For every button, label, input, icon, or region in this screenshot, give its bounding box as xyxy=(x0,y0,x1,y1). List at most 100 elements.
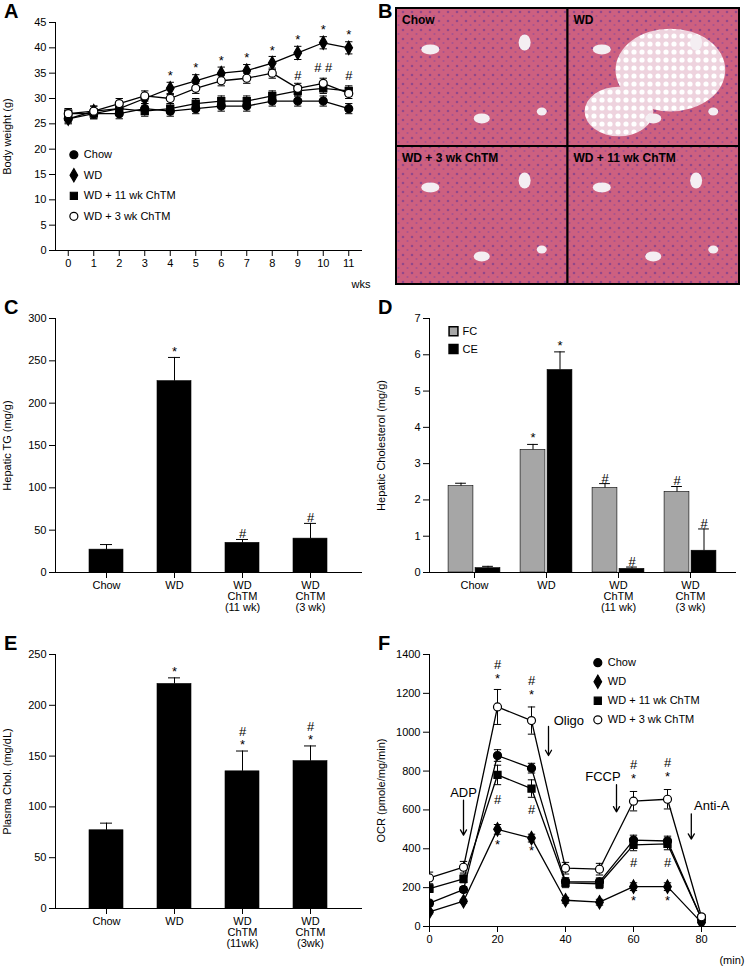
svg-text:WDChTM(11 wk): WDChTM(11 wk) xyxy=(601,579,636,613)
svg-text:WDChTM(3 wk): WDChTM(3 wk) xyxy=(296,579,326,613)
svg-text:*: * xyxy=(529,686,534,701)
svg-text:FC: FC xyxy=(463,325,478,337)
svg-text:Oligo: Oligo xyxy=(554,713,584,728)
svg-text:#: # xyxy=(630,855,638,870)
svg-text:*: * xyxy=(346,27,351,42)
svg-text:WD: WD xyxy=(574,13,594,27)
svg-text:40: 40 xyxy=(559,933,571,945)
svg-text:WD: WD xyxy=(537,579,555,591)
svg-text:1200: 1200 xyxy=(396,687,420,699)
svg-text:2: 2 xyxy=(414,493,420,505)
svg-text:ADP: ADP xyxy=(450,785,477,800)
svg-text:*: * xyxy=(193,60,198,75)
svg-text:*: * xyxy=(270,43,275,58)
svg-text:300: 300 xyxy=(28,312,46,324)
svg-text:25: 25 xyxy=(34,117,46,129)
svg-text:4: 4 xyxy=(414,421,420,433)
svg-text:*: * xyxy=(530,430,535,445)
svg-text:#*: #* xyxy=(307,719,315,747)
svg-text:9: 9 xyxy=(295,257,301,269)
svg-text:0: 0 xyxy=(40,902,46,914)
svg-text:Chow: Chow xyxy=(402,13,435,27)
svg-text:0: 0 xyxy=(65,257,71,269)
svg-text:200: 200 xyxy=(28,397,46,409)
svg-text:40: 40 xyxy=(34,41,46,53)
svg-text:0: 0 xyxy=(414,920,420,932)
svg-text:Chow: Chow xyxy=(92,915,120,927)
svg-text:wks: wks xyxy=(351,278,371,290)
svg-text:400: 400 xyxy=(402,842,420,854)
svg-text:#: # xyxy=(307,510,315,525)
svg-text:3: 3 xyxy=(142,257,148,269)
svg-text:100: 100 xyxy=(28,481,46,493)
svg-text:#: # xyxy=(294,68,302,83)
svg-text:10: 10 xyxy=(317,257,329,269)
svg-text:0: 0 xyxy=(426,933,432,945)
svg-text:3: 3 xyxy=(414,457,420,469)
svg-text:WDChTM(3wk): WDChTM(3wk) xyxy=(296,915,326,949)
svg-text:*: * xyxy=(665,893,670,908)
svg-text:50: 50 xyxy=(34,851,46,863)
svg-text:Plasma Chol. (mg/dL): Plasma Chol. (mg/dL) xyxy=(1,728,13,834)
svg-text:45: 45 xyxy=(34,16,46,28)
svg-text:*: * xyxy=(172,664,177,679)
svg-text:Body weight (g): Body weight (g) xyxy=(1,98,13,174)
svg-text:1000: 1000 xyxy=(396,726,420,738)
svg-text:*: * xyxy=(219,53,224,68)
svg-text:WD: WD xyxy=(608,675,626,687)
svg-text:*: * xyxy=(495,837,500,852)
svg-text:*: * xyxy=(529,843,534,858)
svg-text:WD + 3 wk ChTM: WD + 3 wk ChTM xyxy=(608,713,694,725)
svg-text:WD + 11 wk ChTM: WD + 11 wk ChTM xyxy=(608,694,700,706)
svg-text:0: 0 xyxy=(414,566,420,578)
svg-text:*: * xyxy=(557,338,562,353)
svg-text:WDChTM(3 wk): WDChTM(3 wk) xyxy=(676,579,706,613)
svg-text:2: 2 xyxy=(116,257,122,269)
svg-text:200: 200 xyxy=(28,699,46,711)
svg-text:200: 200 xyxy=(402,881,420,893)
svg-text:WD: WD xyxy=(84,169,102,181)
svg-text:#: # xyxy=(239,526,247,541)
svg-text:Anti-A: Anti-A xyxy=(694,798,730,813)
svg-text:50: 50 xyxy=(34,524,46,536)
svg-text:*: * xyxy=(295,32,300,47)
svg-text:WD: WD xyxy=(165,915,183,927)
svg-text:Hepatic TG (mg/g): Hepatic TG (mg/g) xyxy=(1,400,13,490)
svg-text:11: 11 xyxy=(343,257,354,269)
svg-text:80: 80 xyxy=(695,933,707,945)
svg-text:60: 60 xyxy=(627,933,639,945)
svg-text:100: 100 xyxy=(28,800,46,812)
svg-text:150: 150 xyxy=(28,439,46,451)
svg-text:0: 0 xyxy=(40,566,46,578)
svg-text:*: * xyxy=(172,344,177,359)
svg-text:30: 30 xyxy=(34,92,46,104)
svg-text:*: * xyxy=(168,68,173,83)
svg-text:1: 1 xyxy=(91,257,97,269)
svg-text:FCCP: FCCP xyxy=(585,769,620,784)
svg-text:250: 250 xyxy=(28,648,46,660)
svg-text:250: 250 xyxy=(28,354,46,366)
svg-text:5: 5 xyxy=(414,385,420,397)
svg-text:Hepatic Cholesterol (mg/g): Hepatic Cholesterol (mg/g) xyxy=(375,380,387,511)
svg-text:*: * xyxy=(631,771,636,786)
svg-text:#: # xyxy=(528,802,536,817)
svg-text:#: # xyxy=(628,554,636,569)
svg-text:WD + 3 wk ChTM: WD + 3 wk ChTM xyxy=(84,210,170,222)
svg-text:#: # xyxy=(345,68,353,83)
svg-text:OCR (pmole/mg/min): OCR (pmole/mg/min) xyxy=(375,739,387,843)
svg-text:20: 20 xyxy=(491,933,503,945)
svg-text:15: 15 xyxy=(34,168,46,180)
svg-text:800: 800 xyxy=(402,765,420,777)
svg-text:10: 10 xyxy=(34,193,46,205)
svg-text:Chow: Chow xyxy=(460,579,488,591)
svg-text:*: * xyxy=(631,893,636,908)
svg-text:WD: WD xyxy=(165,579,183,591)
svg-text:Chow: Chow xyxy=(84,148,112,160)
svg-text:20: 20 xyxy=(34,143,46,155)
svg-text:*: * xyxy=(321,22,326,37)
svg-text:600: 600 xyxy=(402,803,420,815)
svg-text:*: * xyxy=(665,769,670,784)
svg-text:WDChTM(11 wk): WDChTM(11 wk) xyxy=(225,579,260,613)
svg-text:5: 5 xyxy=(40,219,46,231)
svg-text:1: 1 xyxy=(414,530,420,542)
